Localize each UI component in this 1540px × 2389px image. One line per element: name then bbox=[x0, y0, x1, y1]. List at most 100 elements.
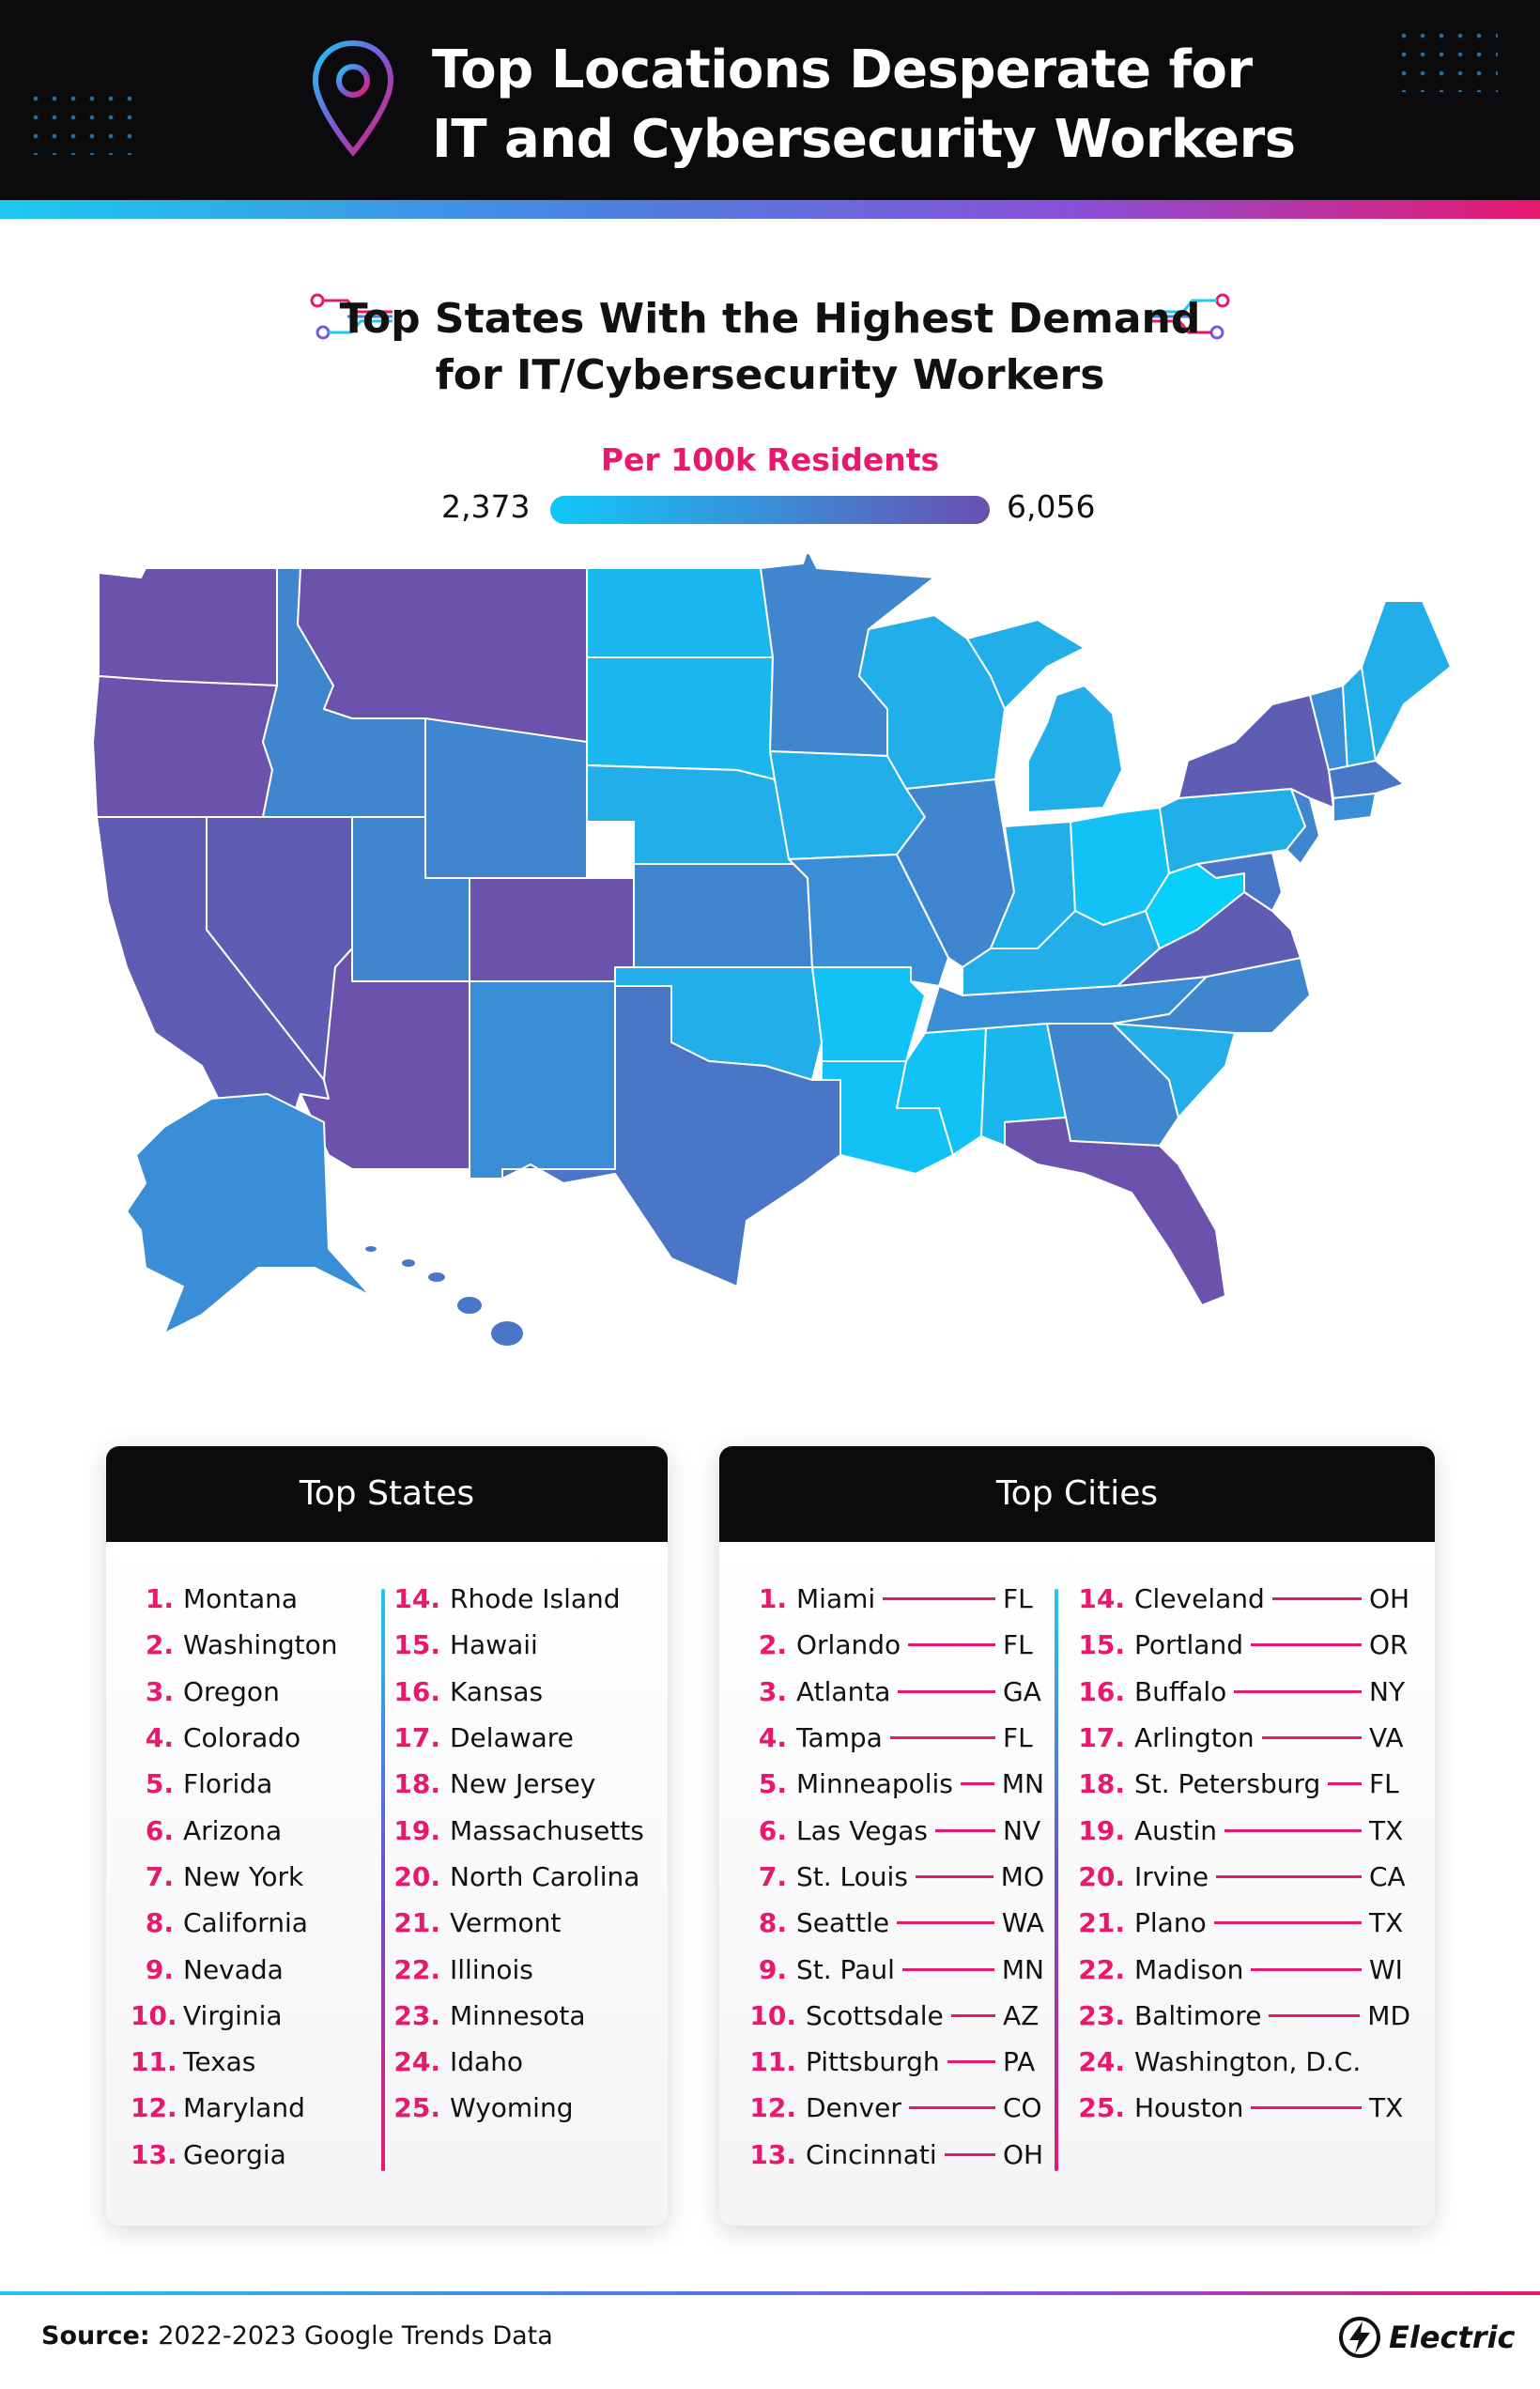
city-name: Irvine bbox=[1134, 1860, 1209, 1892]
list-item: 15. Portland OR bbox=[1072, 1622, 1410, 1668]
state-north-carolina bbox=[1112, 957, 1311, 1034]
state-alaska bbox=[126, 1093, 372, 1334]
state-hawaii bbox=[455, 1295, 484, 1316]
rank-number: 11. bbox=[131, 2046, 177, 2078]
list-item: 22. Madison WI bbox=[1072, 1946, 1410, 1992]
state-name: Hawaii bbox=[450, 1629, 538, 1661]
rank-number: 19. bbox=[393, 1814, 440, 1846]
connector-line bbox=[915, 1874, 993, 1878]
connector-line bbox=[1213, 1921, 1362, 1925]
us-choropleth-map bbox=[92, 554, 1452, 1348]
list-item: 24. Washington, D.C. bbox=[1072, 2039, 1410, 2085]
rank-number: 9. bbox=[145, 1953, 174, 1985]
city-name: St. Louis bbox=[796, 1860, 908, 1892]
rank-number: 25. bbox=[393, 2092, 440, 2124]
legend-title: Per 100k Residents bbox=[600, 441, 940, 478]
city-name: St. Petersburg bbox=[1134, 1768, 1321, 1800]
connector-line bbox=[898, 1689, 995, 1693]
rank-number: 21. bbox=[393, 1907, 440, 1939]
list-item: 4. Colorado bbox=[131, 1715, 338, 1761]
state-south-dakota bbox=[586, 656, 776, 780]
connector-line bbox=[947, 2060, 995, 2064]
rank-number: 7. bbox=[758, 1860, 787, 1892]
city-name: Madison bbox=[1134, 1953, 1244, 1985]
connector-line bbox=[908, 1643, 995, 1647]
connector-line bbox=[944, 2152, 995, 2156]
rank-number: 16. bbox=[393, 1675, 440, 1707]
list-item: 15. Hawaii bbox=[388, 1622, 644, 1668]
rank-number: 22. bbox=[1078, 1953, 1125, 1985]
city-name: Baltimore bbox=[1134, 1999, 1262, 2031]
list-item: 14. Rhode Island bbox=[388, 1576, 644, 1622]
state-name: Washington bbox=[183, 1629, 338, 1661]
connector-line bbox=[934, 1828, 995, 1832]
connector-line bbox=[1251, 2106, 1362, 2110]
state-name: Minnesota bbox=[450, 1999, 586, 2031]
rank-number: 6. bbox=[758, 1814, 787, 1846]
rank-number: 11. bbox=[749, 2046, 796, 2078]
header-gradient-bar bbox=[0, 200, 1540, 219]
list-item: 6. Las Vegas NV bbox=[744, 1807, 1044, 1853]
list-item: 3. Atlanta GA bbox=[744, 1669, 1044, 1715]
subtitle-line-2: for IT/Cybersecurity Workers bbox=[435, 351, 1105, 399]
state-oregon bbox=[92, 675, 278, 818]
city-name: Cincinnati bbox=[806, 2138, 937, 2170]
column-divider bbox=[1055, 1589, 1058, 2171]
list-item: 25. Houston TX bbox=[1072, 2085, 1410, 2131]
list-item: 9. Nevada bbox=[131, 1946, 338, 1992]
rank-number: 3. bbox=[758, 1675, 787, 1707]
state-name: Vermont bbox=[450, 1907, 562, 1939]
rank-number: 6. bbox=[145, 1814, 174, 1846]
rank-number: 12. bbox=[749, 2092, 796, 2124]
list-item: 11. Pittsburgh PA bbox=[744, 2039, 1044, 2085]
rank-number: 24. bbox=[393, 2046, 440, 2078]
rank-number: 13. bbox=[749, 2138, 796, 2170]
rank-number: 23. bbox=[1078, 1999, 1125, 2031]
list-item: 4. Tampa FL bbox=[744, 1715, 1044, 1761]
list-item: 2. Washington bbox=[131, 1622, 338, 1668]
rank-number: 22. bbox=[393, 1953, 440, 1985]
state-abbreviation: GA bbox=[1003, 1675, 1041, 1707]
connector-line bbox=[1224, 1828, 1362, 1832]
source-note: Source: 2022-2023 Google Trends Data bbox=[41, 2321, 553, 2350]
state-name: New York bbox=[183, 1860, 304, 1892]
list-item: 6. Arizona bbox=[131, 1807, 338, 1853]
list-item: 19. Massachusetts bbox=[388, 1807, 644, 1853]
connector-line bbox=[1328, 1782, 1362, 1786]
city-name: Washington, D.C. bbox=[1134, 2046, 1362, 2078]
column-divider bbox=[381, 1589, 385, 2171]
rank-number: 14. bbox=[1078, 1583, 1125, 1615]
connector-line bbox=[1234, 1689, 1362, 1693]
rank-number: 1. bbox=[758, 1583, 787, 1615]
city-name: Arlington bbox=[1134, 1722, 1255, 1754]
rank-number: 24. bbox=[1078, 2046, 1125, 2078]
location-pin-icon bbox=[312, 39, 394, 157]
state-connecticut bbox=[1332, 793, 1377, 823]
circuit-left-icon bbox=[310, 293, 393, 340]
rank-number: 3. bbox=[145, 1675, 174, 1707]
rank-number: 20. bbox=[393, 1860, 440, 1892]
top-states-heading: Top States bbox=[106, 1446, 668, 1542]
top-states-card: Top States 1. Montana 2. Washington 3. Oregon… bbox=[106, 1446, 668, 2226]
rank-number: 21. bbox=[1078, 1907, 1125, 1939]
list-item: 10. Virginia bbox=[131, 1993, 338, 2039]
state-texas bbox=[501, 985, 841, 1287]
connector-line bbox=[950, 2013, 995, 2017]
state-abbreviation: OR bbox=[1369, 1629, 1409, 1661]
state-abbreviation: AZ bbox=[1003, 1999, 1040, 2031]
header: Top Locations Desperate for IT and Cyber… bbox=[0, 0, 1540, 200]
state-abbreviation: MD bbox=[1367, 1999, 1410, 2031]
city-name: Scottsdale bbox=[806, 1999, 944, 2031]
city-name: Cleveland bbox=[1134, 1583, 1265, 1615]
state-abbreviation: MN bbox=[1001, 1953, 1044, 1985]
list-item: 5. Minneapolis MN bbox=[744, 1761, 1044, 1807]
list-item: 1. Miami FL bbox=[744, 1576, 1044, 1622]
city-name: Atlanta bbox=[796, 1675, 891, 1707]
list-item: 22. Illinois bbox=[388, 1946, 644, 1992]
rank-number: 5. bbox=[145, 1768, 174, 1800]
dot-pattern-decoration bbox=[26, 89, 139, 155]
legend-min-value: 2,373 bbox=[441, 488, 531, 525]
footer-gradient-bar bbox=[0, 2291, 1540, 2295]
state-abbreviation: TX bbox=[1369, 1907, 1404, 1939]
state-maryland bbox=[1196, 852, 1283, 912]
